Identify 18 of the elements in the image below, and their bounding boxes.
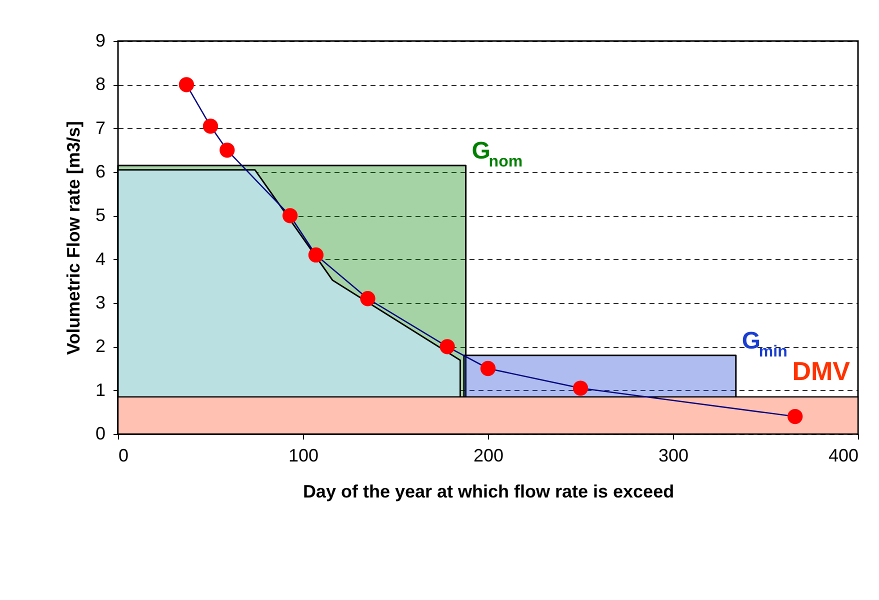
band-label: DMV: [792, 356, 851, 386]
x-tick-label: 0: [118, 446, 129, 466]
y-tick-label: 6: [95, 162, 106, 182]
x-tick-label: 400: [828, 446, 858, 466]
x-axis-title: Day of the year at which flow rate is exceed: [302, 482, 674, 502]
y-axis-title: Volumetric Flow rate [m3/s]: [63, 121, 84, 355]
y-tick-label: 5: [95, 205, 106, 226]
y-tick-label: 3: [95, 292, 106, 312]
x-tick-label: 200: [473, 446, 504, 466]
y-tick-label: 2: [95, 336, 106, 356]
y-tick-label: 9: [95, 30, 106, 50]
y-tick-label: 4: [95, 248, 106, 269]
x-tick-label: 100: [288, 446, 319, 466]
y-tick-label: 1: [95, 380, 106, 400]
y-tick-label: 8: [95, 74, 106, 94]
x-tick-label: 300: [658, 446, 689, 466]
y-tick-label: 0: [95, 424, 106, 444]
y-tick-label: 7: [95, 118, 106, 138]
